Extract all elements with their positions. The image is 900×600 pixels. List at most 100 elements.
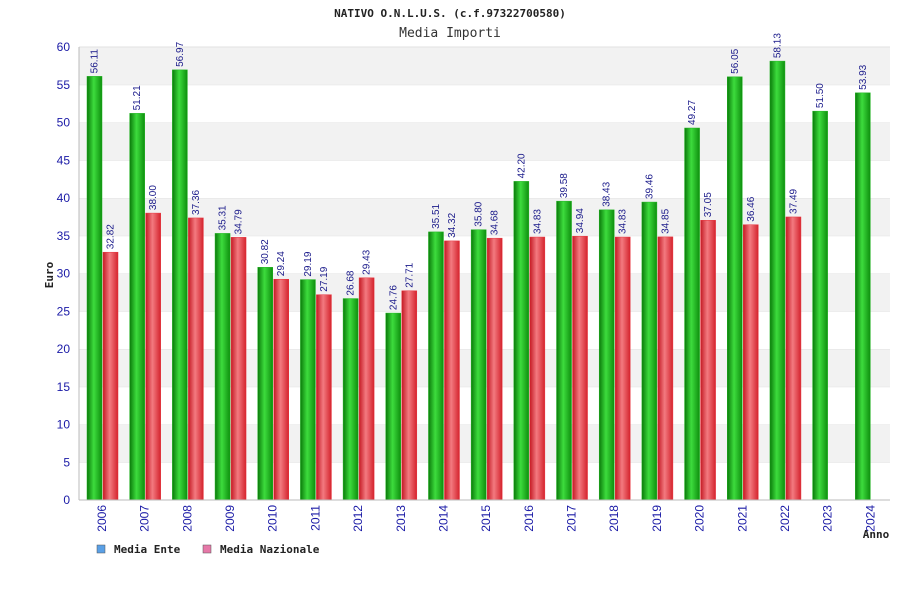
y-tick-label: 5 [63,455,70,469]
x-tick-label: 2014 [436,505,450,532]
x-axis-ticks: 2006 2007 2008 2009 2010 2011 2012 2013 2014 2015… [95,505,877,532]
y-tick-label: 10 [57,418,71,432]
grid-band [79,122,890,161]
value-label: 34.32 [447,212,458,237]
value-label: 30.82 [260,239,271,264]
bar-media-ente [172,69,188,501]
x-tick-label: 2020 [693,505,707,532]
y-tick-label: 30 [57,267,71,281]
value-label: 51.21 [132,85,143,110]
x-tick-label: 2017 [565,505,579,532]
bar-media-nazionale [529,236,546,501]
bar-media-nazionale [145,212,161,501]
bar-media-nazionale [486,237,503,501]
bar-media-nazionale [102,251,119,501]
value-label: 42.20 [516,153,527,178]
value-label: 39.46 [644,174,655,199]
bar-media-nazionale [401,290,418,501]
value-label: 53.93 [858,64,869,89]
bar-media-nazionale [188,217,204,501]
y-axis-ticks: 0 5 10 15 20 25 30 35 40 45 50 55 60 [57,40,71,507]
bar-media-nazionale [743,224,759,501]
bar-media-nazionale [785,216,802,501]
bar-media-ente [556,200,572,501]
value-label: 37.49 [788,188,799,213]
x-tick-label: 2013 [394,505,408,532]
value-label: 37.05 [703,192,714,217]
y-tick-label: 0 [63,493,70,507]
bar-media-ente [214,233,231,501]
x-tick-label: 2006 [95,505,109,532]
value-label: 35.31 [218,205,229,230]
value-label: 29.24 [276,251,287,276]
value-label: 38.43 [602,181,613,206]
y-tick-label: 45 [57,153,71,167]
grid-band [79,47,890,85]
x-tick-label: 2021 [735,505,749,532]
y-tick-label: 25 [57,304,71,318]
x-tick-label: 2018 [607,505,621,532]
value-label: 37.36 [191,189,202,214]
x-tick-label: 2015 [479,505,493,532]
bar-media-ente [470,229,487,501]
value-label: 34.85 [660,208,671,233]
value-label: 29.43 [362,249,373,274]
bar-media-ente [769,60,786,501]
bar-media-ente [342,298,359,501]
value-label: 56.11 [90,49,101,74]
value-label: 27.19 [319,266,330,291]
bar-media-nazionale [358,277,375,501]
bar-media-nazionale [657,236,674,501]
x-tick-label: 2009 [223,505,237,532]
x-tick-label: 2022 [778,505,792,532]
bar-media-nazionale [572,235,588,501]
x-tick-label: 2008 [180,505,194,532]
legend-label-nazionale: Media Nazionale [220,543,320,556]
x-tick-label: 2010 [266,505,280,532]
value-label: 29.19 [303,251,314,276]
y-tick-label: 35 [57,229,71,243]
bar-media-nazionale [273,278,289,501]
y-tick-label: 15 [57,380,71,394]
value-label: 39.58 [559,173,570,198]
y-tick-label: 40 [57,191,71,205]
grid-band [79,84,890,123]
x-axis-label: Anno [863,528,890,541]
value-label: 51.50 [815,83,826,108]
chart-subtitle: Media Importi [399,26,501,41]
bar-media-ente [86,76,103,501]
value-label: 34.94 [575,208,586,233]
x-tick-label: 2024 [863,505,877,532]
legend: Media Ente Media Nazionale [96,543,320,556]
value-label: 24.76 [388,285,399,310]
bar-media-ente [598,209,615,501]
bar-media-nazionale [700,220,716,501]
value-label: 34.83 [532,209,543,234]
bar-media-ente [684,127,700,501]
bar-media-nazionale [444,240,460,501]
legend-swatch-nazionale [202,544,212,554]
x-tick-label: 2016 [522,505,536,532]
bar-media-ente [727,76,743,501]
bar-media-nazionale [230,237,247,501]
value-labels: 56.11 32.82 51.21 38.00 56.97 37.36 35.31 34.79… [90,33,869,310]
x-tick-label: 2019 [650,505,664,532]
value-label: 32.82 [106,224,117,249]
y-tick-label: 50 [57,116,71,130]
bar-media-ente [641,201,658,501]
bar-media-ente [855,92,871,501]
x-tick-label: 2011 [308,505,322,531]
value-label: 58.13 [772,33,783,58]
bar-media-nazionale [316,294,332,501]
value-label: 35.51 [431,203,442,228]
bar-media-ente [428,231,444,501]
x-tick-label: 2007 [138,505,152,532]
bar-media-ente [385,312,402,501]
value-label: 34.68 [490,210,501,235]
value-label: 34.79 [234,209,245,234]
grid-band [79,160,890,198]
value-label: 56.97 [175,41,186,66]
value-label: 35.80 [474,201,485,226]
bar-media-ente [257,267,273,501]
